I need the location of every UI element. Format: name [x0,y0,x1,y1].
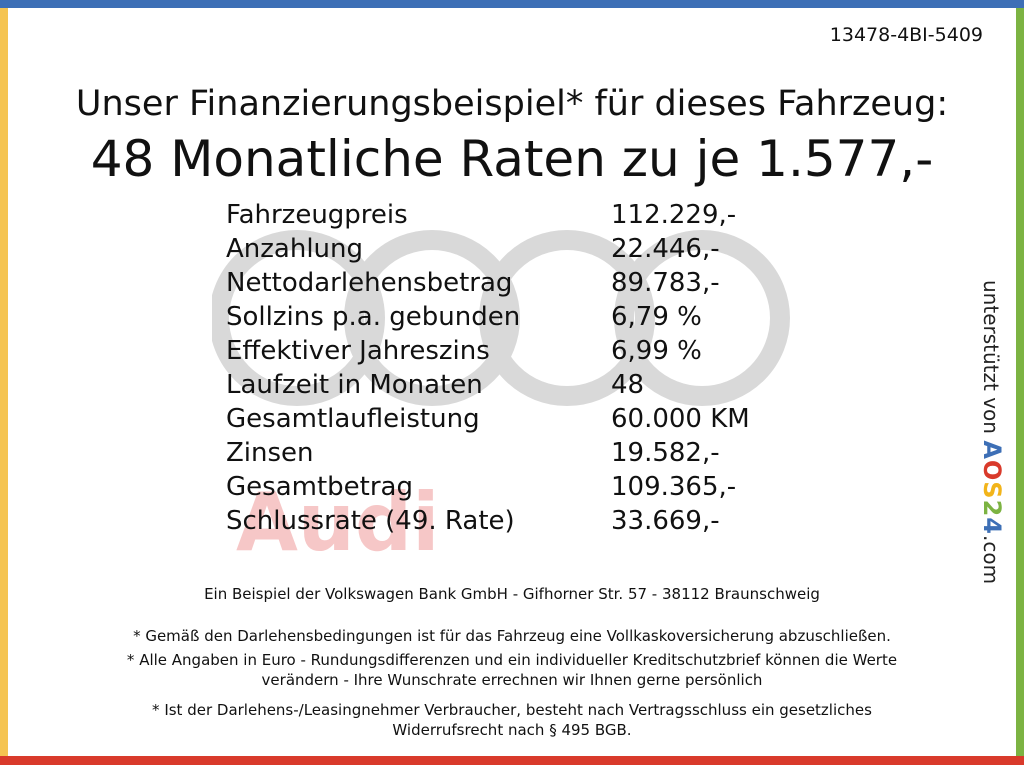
row-value: 33.669,- [611,506,720,536]
table-row: Effektiver Jahreszins 6,99 % [226,334,750,368]
table-row: Fahrzeugpreis 112.229,- [226,198,750,232]
table-row: Sollzins p.a. gebunden 6,79 % [226,300,750,334]
row-value: 109.365,- [611,472,737,502]
top-color-bar [0,0,1024,8]
euro-footnote-line1: * Alle Angaben in Euro - Rundungsdiffere… [126,651,898,669]
brand-logo-watermark: Audi [209,218,812,569]
bank-footnote: Ein Beispiel der Volkswagen Bank GmbH - … [204,585,820,603]
row-value: 89.783,- [611,268,720,298]
withdrawal-footnote-line1: * Ist der Darlehens-/Leasingnehmer Verbr… [152,701,872,719]
logo-letter: A [978,440,1006,460]
row-label: Zinsen [226,438,314,468]
table-row: Laufzeit in Monaten 48 [226,368,750,402]
table-row: Gesamtbetrag 109.365,- [226,470,750,504]
row-label: Sollzins p.a. gebunden [226,302,521,332]
withdrawal-footnote-line2: Widerrufsrecht nach § 495 BGB. [392,721,632,739]
row-label: Effektiver Jahreszins [226,336,490,366]
logo-letter: 2 [978,499,1006,518]
table-row: Schlussrate (49. Rate) 33.669,- [226,504,750,538]
row-label: Gesamtbetrag [226,472,413,502]
row-label: Nettodarlehensbetrag [226,268,513,298]
powered-by-credit: unterstützt von AOS24.com [978,280,1006,584]
row-label: Anzahlung [226,234,364,264]
table-row: Anzahlung 22.446,- [226,232,750,266]
row-value: 6,79 % [611,302,702,332]
left-color-bar [0,8,8,756]
row-value: 6,99 % [611,336,702,366]
logo-letter: 4 [978,517,1006,535]
brand-logo-text: Audi [236,476,440,569]
insurance-footnote: * Gemäß den Darlehensbedingungen ist für… [133,627,891,645]
row-value: 22.446,- [611,234,720,264]
financing-table: Fahrzeugpreis 112.229,- Anzahlung 22.446,-… [226,198,750,538]
table-row: Gesamtlaufleistung 60.000 KM [226,402,750,436]
logo-letter: O [978,459,1006,482]
credit-prefix: unterstützt von [979,280,1003,434]
row-value: 19.582,- [611,438,720,468]
row-label: Schlussrate (49. Rate) [226,506,515,536]
credit-suffix: .com [979,535,1003,585]
monthly-rate-headline: 48 Monatliche Raten zu je 1.577,- [90,130,934,188]
logo-letter: S [978,481,1006,500]
headline: Unser Finanzierungsbeispiel* für dieses … [75,84,949,124]
row-label: Laufzeit in Monaten [226,370,483,400]
euro-footnote-line2: verändern - Ihre Wunschrate errechnen wi… [261,671,763,689]
row-label: Fahrzeugpreis [226,200,408,230]
vehicle-reference-number: 13478-4BI-5409 [829,24,983,46]
right-color-bar [1016,8,1024,756]
aos24-logo: AOS24 [978,440,1006,535]
row-value: 112.229,- [611,200,737,230]
row-label: Gesamtlaufleistung [226,404,480,434]
bottom-color-bar [0,756,1024,765]
table-row: Nettodarlehensbetrag 89.783,- [226,266,750,300]
row-value: 48 [611,370,645,400]
table-row: Zinsen 19.582,- [226,436,750,470]
four-rings-icon [209,230,790,406]
row-value: 60.000 KM [611,404,750,434]
